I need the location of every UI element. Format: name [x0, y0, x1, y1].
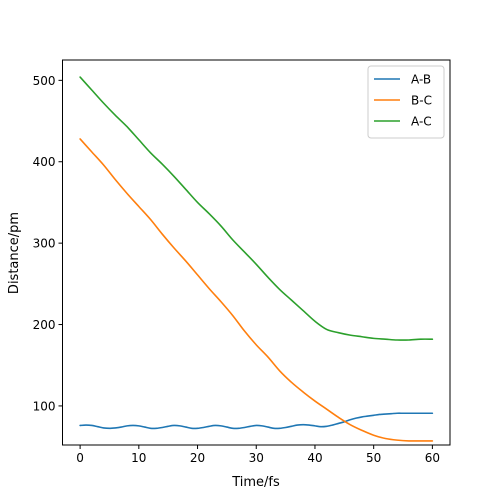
legend-label: A-B	[411, 73, 431, 87]
x-axis: 0 10 20 30 40 50 60	[76, 445, 440, 465]
legend-label: A-C	[411, 115, 432, 129]
x-tick-label: 20	[190, 451, 205, 465]
x-tick-label: 60	[425, 451, 440, 465]
series-line-b-c	[79, 138, 434, 442]
y-tick-label: 100	[33, 399, 56, 413]
y-axis-label: Distance/pm	[7, 212, 22, 294]
y-tick-label: 500	[33, 74, 56, 88]
y-axis: 100 200 300 400 500	[33, 74, 63, 413]
legend-box	[367, 65, 445, 139]
x-tick-label: 40	[307, 451, 322, 465]
legend-label: B-C	[411, 94, 432, 108]
x-axis-label: Time/fs	[231, 475, 280, 490]
x-tick-label: 0	[76, 451, 84, 465]
series-line-a-b	[79, 412, 434, 430]
y-tick-label: 400	[33, 155, 56, 169]
y-tick-label: 300	[33, 237, 56, 251]
series-line-a-c	[79, 76, 434, 341]
legend: A-B B-C A-C	[367, 65, 445, 139]
y-tick-label: 200	[33, 318, 56, 332]
x-tick-label: 30	[249, 451, 264, 465]
x-tick-label: 10	[131, 451, 146, 465]
plot-lines	[79, 76, 434, 442]
x-tick-label: 50	[366, 451, 381, 465]
